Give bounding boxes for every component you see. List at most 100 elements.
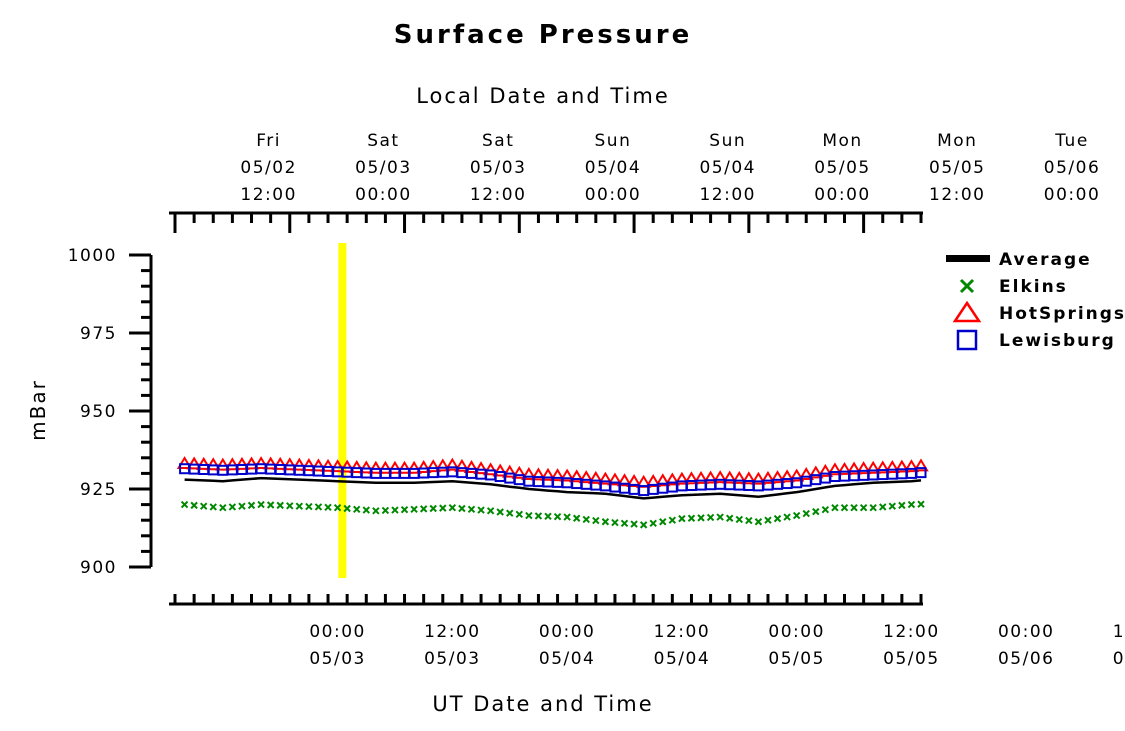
top-tick-day: Sat — [482, 131, 514, 151]
elkins-point — [668, 516, 677, 524]
bottom-tick-date: 05/06 — [1113, 649, 1125, 669]
hotsprings-point — [769, 470, 786, 484]
elkins-point — [228, 503, 237, 511]
elkins-point — [247, 501, 256, 510]
elkins-point — [419, 505, 428, 513]
elkins-point — [764, 516, 772, 524]
hotsprings-point — [674, 471, 690, 485]
hotsprings-point — [329, 459, 346, 473]
elkins-point — [869, 504, 877, 512]
highlight-band — [338, 243, 347, 578]
legend-item-lewisburg: Lewisburg — [956, 329, 1114, 351]
hotsprings-point — [741, 471, 757, 485]
hotsprings-point — [760, 470, 776, 484]
hotsprings-point — [626, 474, 642, 487]
legend-label: HotSprings — [999, 304, 1125, 324]
elkins-point — [792, 511, 801, 520]
top-tick-date: 05/05 — [929, 158, 986, 178]
elkins-point — [582, 515, 590, 524]
elkins-point — [553, 512, 562, 521]
hotsprings-point — [568, 469, 585, 483]
legend: Average Elkins HotSprings Lewisburg — [946, 250, 1125, 351]
hotsprings-point — [855, 461, 872, 475]
elkins-point — [496, 508, 504, 516]
elkins-point — [601, 518, 610, 526]
elkins-point — [572, 514, 581, 522]
hotsprings-point — [377, 460, 394, 474]
elkins-point — [467, 505, 476, 513]
elkins-point — [773, 514, 782, 523]
bottom-tick-date: 05/03 — [309, 649, 366, 669]
hotsprings-point — [224, 457, 241, 471]
elkins-point — [439, 504, 447, 512]
hotsprings-point — [798, 467, 814, 480]
elkins-point — [783, 513, 791, 521]
legend-item-hotsprings: HotSprings — [952, 300, 1125, 324]
elkins-point — [391, 506, 399, 514]
top-tick-day: Tue — [1054, 131, 1089, 151]
elkins-point — [477, 506, 485, 514]
hotsprings-point — [387, 460, 403, 474]
elkins-point — [687, 514, 696, 522]
hotsprings-point — [597, 471, 614, 485]
top-tick-date: 05/05 — [814, 158, 871, 178]
elkins-point — [706, 513, 715, 522]
hotsprings-point — [195, 456, 212, 470]
hotsprings-point — [616, 473, 633, 487]
elkins-point — [754, 518, 763, 526]
hotsprings-point — [712, 470, 728, 484]
hotsprings-point — [521, 467, 537, 480]
bottom-tick-time: 12:00 — [654, 622, 711, 642]
elkins-point — [266, 501, 275, 509]
elkins-point — [735, 515, 743, 524]
hotsprings-point — [176, 456, 193, 470]
elkins-point — [840, 504, 849, 512]
elkins-point — [506, 509, 514, 517]
legend-item-elkins: Elkins — [959, 277, 1068, 297]
hotsprings-point — [396, 460, 413, 474]
legend-label: Elkins — [999, 277, 1068, 297]
y-tick-label: 950 — [80, 402, 117, 422]
elkins-point — [649, 519, 657, 528]
hotsprings-point — [406, 460, 422, 474]
elkins-point — [850, 504, 858, 512]
hotsprings-point — [243, 456, 260, 470]
top-tick-time: 12:00 — [699, 185, 756, 205]
top-tick-date: 05/03 — [470, 158, 527, 178]
hotsprings-point — [750, 471, 767, 485]
hotsprings-point — [262, 456, 279, 470]
elkins-point — [726, 514, 734, 522]
hotsprings-point — [693, 470, 709, 484]
bottom-tick-date: 05/03 — [424, 649, 481, 669]
hotsprings-point — [913, 458, 929, 472]
hotsprings-point — [530, 467, 547, 481]
hotsprings-point — [779, 469, 795, 483]
x-axis-title: UT Date and Time — [432, 692, 653, 716]
hotsprings-point — [846, 461, 862, 475]
top-axis-title: Local Date and Time — [416, 84, 670, 108]
hotsprings-point — [645, 474, 661, 487]
top-tick-day: Mon — [822, 131, 862, 151]
elkins-point — [859, 504, 868, 512]
hotsprings-point — [721, 470, 738, 484]
elkins-point — [534, 512, 543, 520]
bottom-tick-time: 12:00 — [424, 622, 481, 642]
y-tick-label: 925 — [80, 480, 117, 500]
bottom-tick-time: 00:00 — [539, 622, 596, 642]
elkins-point — [353, 505, 361, 513]
elkins-point — [831, 504, 839, 512]
legend-swatch-triangle — [952, 300, 982, 323]
hotsprings-point — [425, 459, 441, 473]
hotsprings-point — [808, 465, 824, 479]
hotsprings-point — [253, 456, 269, 470]
top-tick-time: 12:00 — [240, 185, 297, 205]
elkins-point — [429, 504, 437, 513]
hotsprings-point — [205, 457, 222, 471]
elkins-point — [314, 503, 323, 511]
bottom-tick-date: 05/04 — [654, 649, 711, 669]
top-tick-time: 00:00 — [1044, 185, 1101, 205]
elkins-point — [659, 518, 667, 526]
top-tick-time: 00:00 — [585, 185, 642, 205]
elkins-point — [448, 504, 457, 512]
